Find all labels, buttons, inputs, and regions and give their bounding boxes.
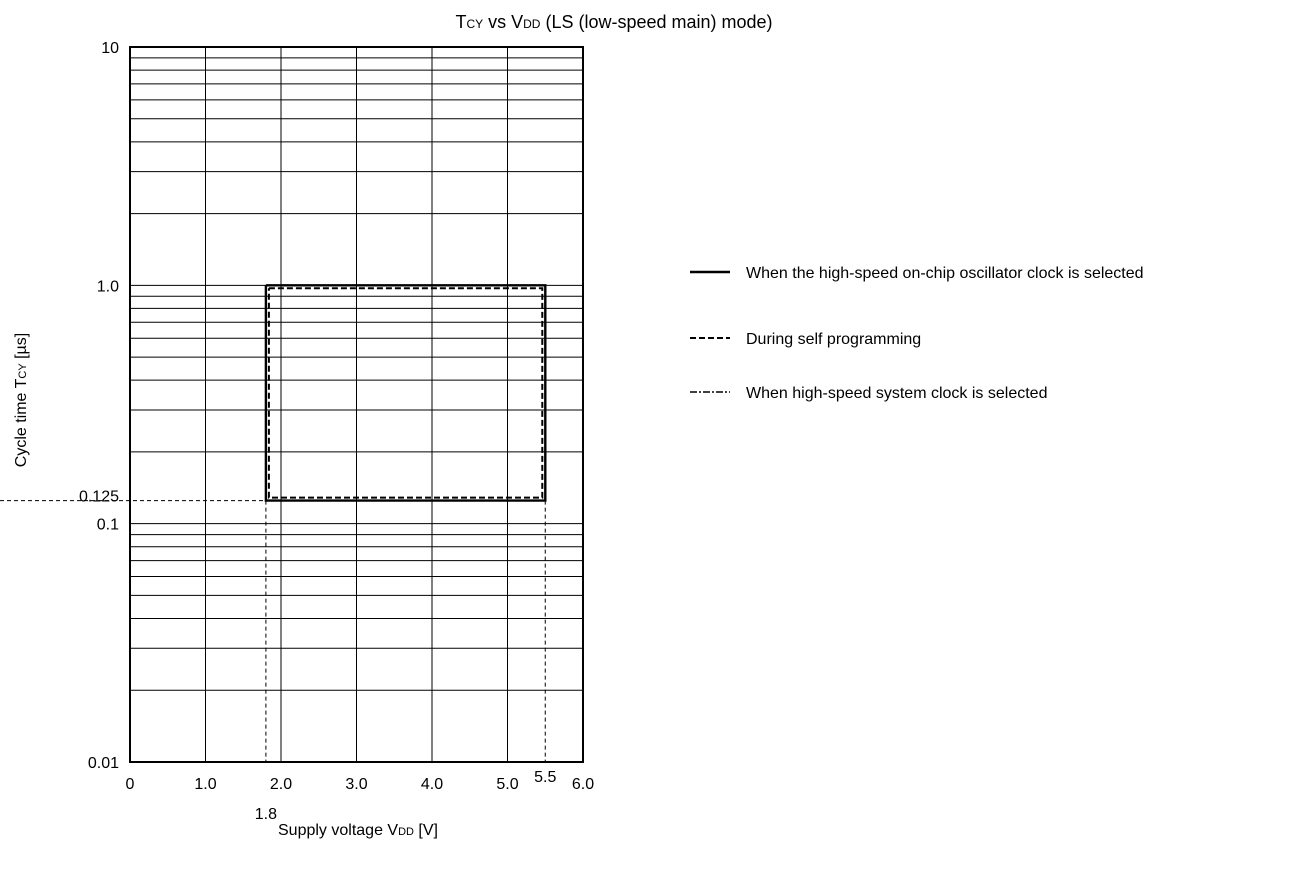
annotation-label-2: 0.125 (79, 489, 119, 506)
y-tick-label-0: 0.01 (88, 755, 119, 772)
legend-label-2: When high-speed system clock is selected (746, 385, 1047, 402)
x-axis-label: Supply voltage VDD [V] (278, 822, 438, 839)
x-tick-label-6: 6.0 (572, 776, 594, 793)
y-axis-label: Cycle time TCY [µs] (13, 333, 30, 467)
y-tick-label-2: 1.0 (97, 278, 119, 295)
reference-lines (0, 500, 546, 762)
series-line-1 (267, 287, 544, 499)
legend-label-0: When the high-speed on-chip oscillator c… (746, 265, 1144, 282)
annotation-label-0: 1.8 (255, 806, 277, 823)
series-line-0 (264, 284, 547, 502)
annotation-labels: 1.8 5.5 0.125 (79, 489, 557, 823)
x-tick-label-3: 3.0 (345, 776, 367, 793)
grid-major (130, 47, 583, 762)
y-tick-labels: 0.01 0.1 1.0 10 (88, 40, 119, 772)
x-tick-labels: 0 1.0 2.0 3.0 4.0 5.0 6.0 (126, 776, 595, 793)
legend: When the high-speed on-chip oscillator c… (690, 265, 1144, 402)
series-layer (264, 284, 547, 502)
plot-frame (129, 46, 584, 763)
legend-label-1: During self programming (746, 331, 921, 348)
x-tick-label-2: 2.0 (270, 776, 292, 793)
x-tick-label-4: 4.0 (421, 776, 443, 793)
x-tick-label-1: 1.0 (194, 776, 216, 793)
y-tick-label-3: 10 (101, 40, 119, 57)
x-tick-label-5: 5.0 (496, 776, 518, 793)
series-line-2 (265, 284, 546, 502)
annotation-label-1: 5.5 (534, 769, 556, 786)
y-tick-label-1: 0.1 (97, 517, 119, 534)
chart-title: TCY vs VDD (LS (low-speed main) mode) (455, 12, 772, 32)
x-tick-label-0: 0 (126, 776, 135, 793)
